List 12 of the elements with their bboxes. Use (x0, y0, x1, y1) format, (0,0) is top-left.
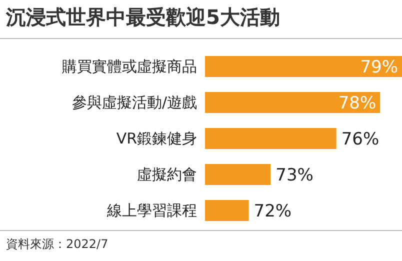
data-label: 73% (276, 166, 314, 186)
y-tick-label: 參與虛擬活動/遊戲 (72, 93, 197, 112)
y-tick-label: 線上學習課程 (106, 201, 197, 220)
source-note: 資料來源：2022/7 (6, 236, 108, 253)
chart-title: 沉浸式世界中最受歡迎5大活動 (6, 4, 280, 31)
data-label: 76% (341, 130, 380, 150)
y-tick-label: 購買實體或虛擬商品 (62, 57, 197, 76)
data-label: 78% (338, 94, 376, 114)
data-label: 72% (254, 202, 292, 222)
y-tick-label: VR鍛鍊健身 (116, 129, 197, 148)
data-label: 79% (360, 58, 398, 78)
y-tick-label: 虛擬約會 (137, 165, 197, 184)
